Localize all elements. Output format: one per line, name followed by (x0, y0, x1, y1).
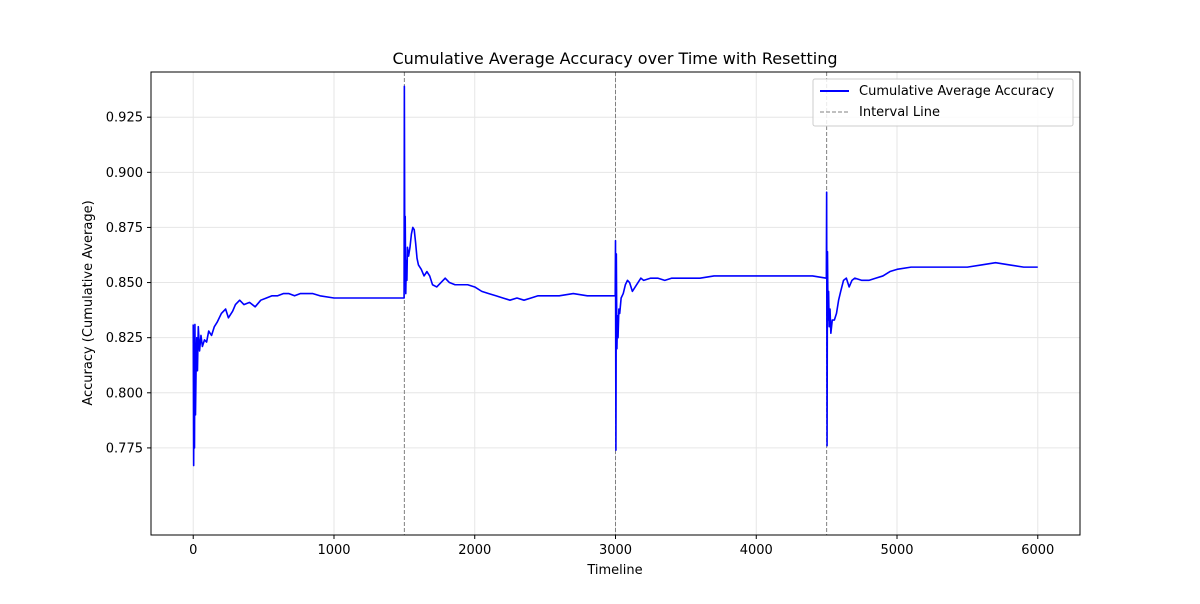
x-tick-label: 5000 (880, 543, 913, 558)
y-tick-label: 0.900 (106, 166, 143, 181)
y-tick-label: 0.825 (106, 331, 143, 346)
y-axis-label: Accuracy (Cumulative Average) (81, 200, 96, 405)
legend: Cumulative Average Accuracy Interval Lin… (812, 78, 1074, 127)
legend-label-cumulative-average-accuracy: Cumulative Average Accuracy (859, 84, 1055, 99)
series-layer (192, 85, 1038, 467)
y-tick-label: 0.850 (106, 276, 143, 291)
x-tick-label: 6000 (1021, 543, 1054, 558)
chart-title: Cumulative Average Accuracy over Time wi… (392, 49, 837, 68)
series-cumulative-average-accuracy (192, 85, 1038, 467)
ticks-layer: 0 1000 2000 3000 4000 5000 6000 0.775 0.800 0.825… (106, 111, 1055, 558)
y-tick-label: 0.925 (106, 111, 143, 126)
x-tick-label: 2000 (458, 543, 491, 558)
x-tick-label: 0 (189, 543, 197, 558)
x-tick-label: 4000 (740, 543, 773, 558)
x-axis-label: Timeline (586, 563, 642, 578)
x-tick-label: 1000 (317, 543, 350, 558)
x-tick-label: 3000 (599, 543, 632, 558)
y-tick-label: 0.800 (106, 386, 143, 401)
y-tick-label: 0.775 (106, 441, 143, 456)
legend-frame (812, 78, 1074, 127)
y-tick-label: 0.875 (106, 221, 143, 236)
legend-label-interval-line: Interval Line (859, 105, 940, 120)
